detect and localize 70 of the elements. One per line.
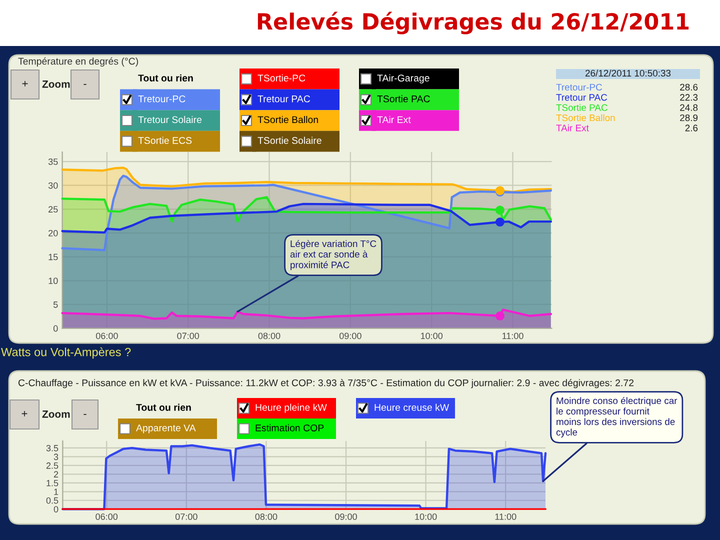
legend-label: Tretour Solaire — [138, 116, 202, 124]
point — [495, 218, 504, 227]
annotation: Moindre conso électrique car le compresseur fournit moins lors des inversions de cycle — [556, 397, 678, 438]
annotation: Légère variation T°C air ext car sonde à proximité PAC — [290, 240, 376, 270]
data-label: 24.8 — [680, 104, 698, 111]
category-label: Tretour PAC — [556, 94, 608, 101]
y-tick-label: 3 — [54, 454, 58, 460]
legend-label: Tretour PAC — [258, 95, 310, 102]
legend-label: TSortie PAC — [377, 95, 430, 102]
text: + — [22, 410, 28, 416]
chart-subtitle: C-Chauffage - Puissance en kW et kVA - Puissance: 11.2kW et COP: 3.93 à 7/35°C - Estimation du COP journalier: 2.9 - avec dégivrages: 2.72 — [18, 379, 634, 388]
y-tick-label: 2 — [54, 471, 58, 478]
y-tick-label: 1 — [54, 488, 58, 495]
x-tick-label: 09:00 — [335, 514, 357, 520]
x-tick-label: 06:00 — [96, 514, 118, 520]
data-label: 28.9 — [680, 114, 698, 122]
y-tick-label: 2.5 — [46, 462, 58, 469]
x-tick-label: 10:00 — [415, 514, 437, 520]
x-tick-label: 07:00 — [177, 332, 200, 340]
legend-label: TSortie-PC — [258, 74, 306, 82]
data-label: 22.3 — [680, 94, 698, 101]
y-axis-title: Température en degrés (°C) — [18, 57, 138, 67]
y-tick-label: 5 — [53, 302, 58, 308]
text: - — [84, 84, 86, 85]
legend-title: Tout ou rien — [138, 74, 193, 82]
text: + — [22, 80, 28, 86]
y-tick-label: 15 — [48, 254, 58, 260]
y-tick-label: 0 — [54, 506, 58, 512]
legend-label: Heure creuse kW — [374, 404, 450, 411]
legend-label: TAir Ext — [377, 116, 411, 124]
y-tick-label: 25 — [48, 206, 58, 213]
text: Zoom — [42, 410, 70, 418]
point — [495, 206, 504, 215]
data-label: 2.6 — [685, 124, 698, 132]
y-tick-label: 20 — [48, 230, 58, 236]
legend-label: TSortie Solaire — [258, 136, 322, 144]
category-label: TSortie PAC — [556, 104, 608, 111]
text: 26/12/2011 10:50:33 — [586, 70, 671, 77]
category-label: TAir Ext — [556, 124, 589, 132]
category-label: TSortie Ballon — [556, 114, 615, 122]
x-tick-label: 08:00 — [255, 514, 278, 520]
legend-title: Tout ou rien — [136, 404, 191, 411]
x-tick-label: 10:00 — [420, 332, 443, 340]
point — [495, 311, 504, 320]
x-tick-label: 11:00 — [495, 514, 516, 520]
x-tick-label: 06:00 — [96, 332, 118, 340]
chart-title: Relevés Dégivrages du 26/12/2011 — [258, 12, 689, 34]
y-tick-label: 0.5 — [46, 497, 58, 504]
y-tick-label: 1.5 — [46, 480, 58, 486]
y-tick-label: 0 — [53, 325, 58, 332]
text: - — [84, 414, 86, 415]
legend-label: TSortie Ballon — [258, 116, 318, 124]
legend-label: Heure pleine kW — [256, 404, 327, 413]
x-tick-label: 11:00 — [502, 332, 524, 340]
legend-label: Tretour-PC — [138, 95, 186, 102]
y-tick-label: 10 — [48, 278, 58, 284]
chart-title: Watts ou Volt-Ampères ? — [1, 347, 131, 359]
legend-label: TSortie ECS — [138, 136, 192, 144]
y-tick-label: 30 — [48, 182, 58, 189]
text: Zoom — [42, 80, 70, 88]
legend-label: Apparente VA — [136, 424, 196, 434]
data-label: 28.6 — [680, 84, 698, 91]
x-tick-label: 08:00 — [258, 332, 280, 340]
legend-label: TAir-Garage — [377, 74, 430, 84]
category-label: Tretour-PC — [556, 84, 602, 91]
y-tick-label: 35 — [48, 158, 58, 165]
x-tick-label: 09:00 — [339, 332, 362, 340]
y-tick-label: 3.5 — [46, 444, 58, 452]
x-tick-label: 07:00 — [175, 514, 198, 520]
legend-label: Estimation COP — [256, 424, 324, 432]
